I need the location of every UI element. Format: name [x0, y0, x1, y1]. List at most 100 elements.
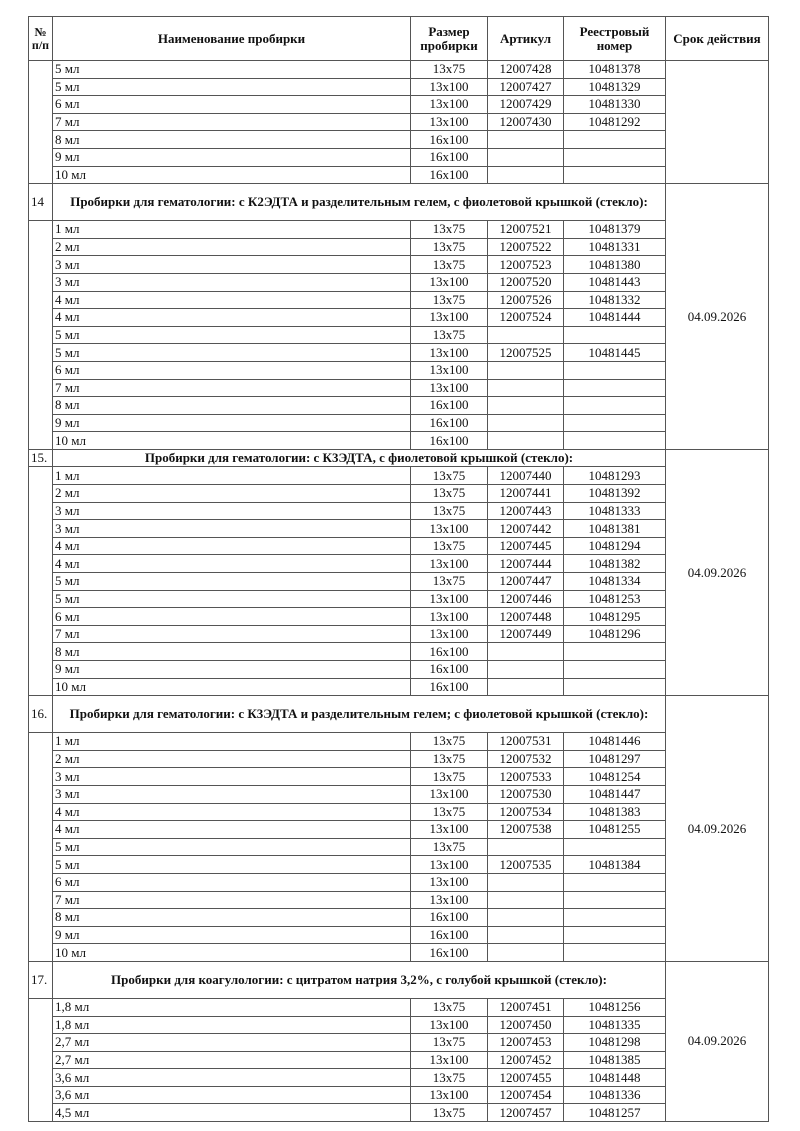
table-row: 7 мл 13x100: [29, 378, 769, 398]
registry-number: 10481329: [563, 77, 666, 97]
tube-volume: 3,6 мл: [52, 1068, 411, 1087]
tube-size: 13x100: [410, 308, 488, 327]
tube-volume: 7 мл: [52, 890, 411, 910]
header-size: Размер пробирки: [410, 16, 488, 61]
registry-number: 10481380: [563, 255, 666, 274]
table-row: 2 мл 13x75 12007441 10481392: [29, 484, 769, 503]
article-number: [487, 147, 564, 167]
tube-size: 13x100: [410, 272, 488, 292]
tube-size: 13x100: [410, 589, 488, 609]
tube-volume: 9 мл: [52, 925, 411, 945]
tube-volume: 1 мл: [52, 466, 411, 486]
header-registry: Реестровый номер: [563, 16, 666, 61]
expiry-date: 04.09.2026: [665, 448, 769, 697]
tube-volume: 5 мл: [52, 855, 411, 874]
tube-size: 16x100: [410, 413, 488, 433]
article-number: 12007535: [487, 855, 564, 874]
tube-volume: 8 мл: [52, 642, 411, 661]
tube-volume: 6 мл: [52, 607, 411, 626]
article-number: 12007520: [487, 272, 564, 292]
tube-size: 13x100: [410, 95, 488, 114]
article-number: 12007449: [487, 624, 564, 644]
registry-number: 10481298: [563, 1033, 666, 1052]
table-row: 8 мл 16x100: [29, 396, 769, 415]
tube-volume: 3 мл: [52, 272, 411, 292]
article-number: [487, 837, 564, 857]
table-row: 7 мл 13x100 12007430 10481292: [29, 112, 769, 132]
table-row: 5 мл 13x100 12007446 10481253: [29, 589, 769, 609]
table-row: 6 мл 13x100 12007448 10481295: [29, 607, 769, 626]
table-row: 2 мл 13x75 12007532 10481297: [29, 749, 769, 769]
article-number: 12007440: [487, 466, 564, 486]
section-title: Пробирки для гематологии: с К3ЭДТА, с фи…: [52, 448, 666, 468]
tube-volume: 2 мл: [52, 749, 411, 769]
article-number: 12007430: [487, 112, 564, 132]
table-row: 2,7 мл 13x100 12007452 10481385: [29, 1050, 769, 1070]
number-spacer-cell: [28, 220, 53, 450]
article-number: 12007526: [487, 290, 564, 310]
article-number: 12007452: [487, 1050, 564, 1070]
registry-number: [563, 890, 666, 910]
table-row: 4,5 мл 13x75 12007457 10481257: [29, 1103, 769, 1123]
registry-number: 10481333: [563, 501, 666, 521]
article-number: 12007444: [487, 554, 564, 574]
tube-volume: 9 мл: [52, 147, 411, 167]
tube-size: 13x100: [410, 378, 488, 398]
registry-number: 10481383: [563, 802, 666, 822]
table-row: 8 мл 16x100: [29, 130, 769, 149]
section-header-row: 17. Пробирки для коагулологии: с цитратом…: [28, 960, 769, 1123]
table-row: 9 мл 16x100: [29, 925, 769, 945]
tube-volume: 4,5 мл: [52, 1103, 411, 1123]
table-row: 1 мл 13x75 12007440 10481293: [28, 466, 769, 697]
article-number: 12007455: [487, 1068, 564, 1087]
tube-volume: 7 мл: [52, 378, 411, 398]
tube-volume: 3 мл: [52, 519, 411, 538]
registry-number: 10481257: [563, 1103, 666, 1123]
article-number: 12007532: [487, 749, 564, 769]
number-spacer-cell: [28, 59, 53, 185]
section-number: 14: [28, 183, 53, 222]
tube-size: 16x100: [410, 943, 488, 962]
registry-number: 10481295: [563, 607, 666, 626]
header-expiry: Срок действия: [665, 16, 769, 61]
registry-number: 10481334: [563, 572, 666, 591]
registry-number: 10481384: [563, 855, 666, 874]
section-title: Пробирки для гематологии: с К2ЭДТА и раз…: [52, 183, 666, 222]
registry-number: 10481378: [563, 60, 666, 79]
tube-size: 13x75: [410, 237, 488, 257]
article-number: [487, 130, 564, 149]
article-number: 12007443: [487, 501, 564, 521]
tube-size: 13x100: [410, 360, 488, 380]
tube-size: 13x75: [410, 60, 488, 79]
tube-volume: 4 мл: [52, 554, 411, 574]
tube-volume: 2,7 мл: [52, 1050, 411, 1070]
table-row: 3 мл 13x75 12007533 10481254: [29, 767, 769, 786]
article-number: 12007454: [487, 1085, 564, 1105]
registry-number: 10481292: [563, 112, 666, 132]
table-row: 4 мл 13x100 12007538 10481255: [29, 820, 769, 839]
section-title: Пробирки для коагулологии: с цитратом на…: [52, 960, 666, 999]
registry-number: 10481254: [563, 767, 666, 786]
registry-number: [563, 165, 666, 185]
section-number: 15.: [28, 448, 53, 468]
article-number: [487, 925, 564, 945]
tube-size: 13x100: [410, 820, 488, 839]
tube-size: 13x100: [410, 519, 488, 538]
tube-volume: 2,7 мл: [52, 1033, 411, 1052]
tube-volume: 9 мл: [52, 413, 411, 433]
tube-volume: 2 мл: [52, 484, 411, 503]
table-row: 3 мл 13x100 12007530 10481447: [29, 784, 769, 804]
table-body: 5 мл 13x75 12007428 10481378 5 мл 13x100 12007…: [28, 59, 769, 1123]
tube-volume: 7 мл: [52, 624, 411, 644]
registry-number: 10481392: [563, 484, 666, 503]
tube-size: 13x100: [410, 1015, 488, 1035]
article-number: 12007451: [487, 997, 564, 1017]
registry-number: 10481296: [563, 624, 666, 644]
table-row: 8 мл 16x100: [29, 908, 769, 927]
table-row: 5 мл 13x75 12007447 10481334: [29, 572, 769, 591]
tube-volume: 5 мл: [52, 343, 411, 362]
expiry-date: 04.09.2026: [665, 960, 769, 1123]
tube-size: 13x75: [410, 732, 488, 751]
tube-size: 13x75: [410, 749, 488, 769]
tube-size: 13x75: [410, 466, 488, 486]
